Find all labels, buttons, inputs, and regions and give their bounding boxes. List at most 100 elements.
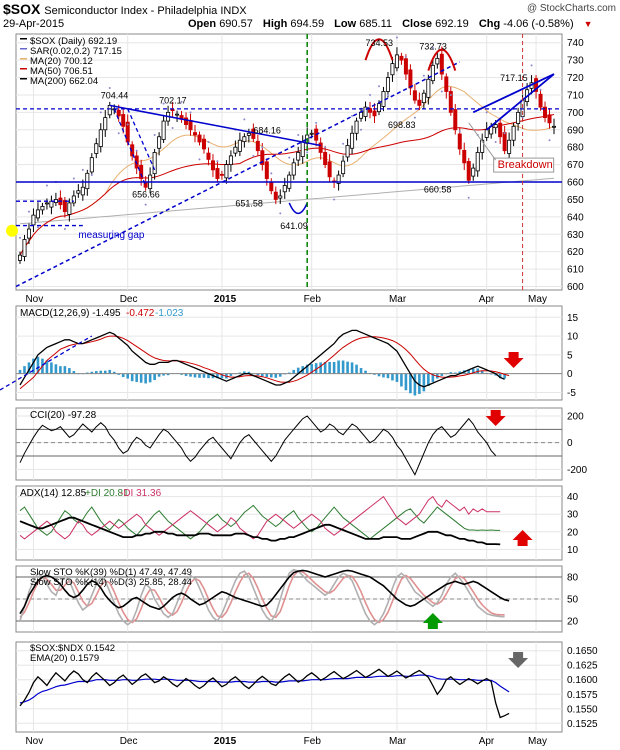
adx-y-tick-label: 40 bbox=[567, 492, 579, 503]
price-y-tick-label: 710 bbox=[567, 90, 584, 101]
price-candle-body bbox=[291, 162, 296, 176]
macd-histogram-bar bbox=[103, 370, 107, 374]
price-candle-body bbox=[17, 254, 22, 261]
price-candle-body bbox=[228, 155, 233, 166]
price-annotation-label: 651.58 bbox=[235, 198, 263, 208]
price-sar-dot bbox=[45, 184, 48, 187]
high-label: High bbox=[262, 18, 288, 30]
price-candle-body bbox=[453, 109, 458, 131]
macd-histogram-bar bbox=[153, 373, 156, 381]
ratio-line bbox=[19, 668, 510, 719]
price-candle-body bbox=[354, 120, 359, 134]
price-y-tick-label: 660 bbox=[567, 178, 584, 189]
price-sar-dot bbox=[36, 226, 39, 229]
price-sar-dot bbox=[467, 196, 470, 199]
price-candle-body bbox=[139, 164, 144, 179]
macd-histogram-bar bbox=[440, 373, 444, 376]
price-y-tick-label: 690 bbox=[567, 125, 584, 136]
price-sar-dot bbox=[189, 111, 192, 114]
price-candle-body bbox=[471, 167, 476, 177]
price-sar-dot bbox=[458, 130, 461, 133]
macd-histogram-bar bbox=[99, 370, 103, 374]
price-sar-dot bbox=[440, 90, 443, 93]
macd-histogram-bar bbox=[346, 361, 349, 374]
chg-value: -4.06 (-0.58%) bbox=[503, 18, 574, 30]
price-candle-body bbox=[260, 150, 265, 166]
ratio-x-tick-label: 2015 bbox=[214, 736, 237, 747]
plus-di-line bbox=[19, 504, 501, 540]
price-candle-body bbox=[184, 117, 189, 125]
ratio-legend-label: EMA(20) 0.1579 bbox=[30, 653, 99, 664]
price-x-tick-label: Apr bbox=[479, 294, 495, 305]
double-bottom-arc bbox=[288, 202, 308, 215]
macd-histogram-bar bbox=[180, 373, 183, 375]
price-candle-body bbox=[363, 106, 368, 117]
price-sar-dot bbox=[108, 86, 111, 89]
macd-histogram-bar bbox=[50, 362, 53, 374]
close-label: Close bbox=[402, 18, 433, 30]
breakdown-callout-pointer bbox=[468, 122, 497, 161]
macd-histogram-bar bbox=[400, 373, 403, 387]
macd-histogram-bar bbox=[220, 373, 224, 379]
adx-legend-label: ADX(14) 12.85 bbox=[20, 488, 87, 499]
price-sar-dot bbox=[171, 127, 174, 130]
price-sar-dot bbox=[207, 140, 210, 143]
price-candle-body bbox=[219, 173, 224, 176]
macd-histogram-bar bbox=[148, 373, 152, 383]
watermark: @ StockCharts.com bbox=[526, 3, 616, 14]
price-candle-body bbox=[390, 63, 395, 76]
price-sar-dot bbox=[315, 121, 318, 124]
price-candle-body bbox=[430, 64, 435, 82]
quote-date: 29-Apr-2015 bbox=[3, 18, 65, 30]
price-legend-label: MA(20) 700.12 bbox=[30, 56, 93, 67]
open-value: 690.57 bbox=[219, 18, 253, 30]
chart-title: $SOX Semiconductor Index - Philadelphia … bbox=[3, 1, 247, 17]
macd-histogram-bar bbox=[59, 366, 62, 374]
macd-histogram-bar bbox=[503, 373, 506, 379]
adx-y-tick-label: 20 bbox=[567, 527, 579, 538]
macd-histogram-bar bbox=[117, 373, 121, 375]
adx-line bbox=[19, 516, 501, 546]
price-candle-body bbox=[493, 124, 498, 129]
stoch-k39-line bbox=[19, 569, 510, 615]
price-candle-body bbox=[534, 78, 539, 92]
price-x-tick-label: 2015 bbox=[214, 294, 237, 305]
price-candle-body bbox=[368, 108, 373, 113]
macd-histogram-bar bbox=[292, 369, 296, 374]
price-legend-swatch bbox=[20, 48, 27, 50]
chart-header: $SOX Semiconductor Index - Philadelphia … bbox=[0, 0, 620, 32]
price-candle-body bbox=[359, 111, 364, 119]
price-sar-dot bbox=[324, 146, 327, 149]
macd-histogram-bar bbox=[391, 373, 394, 381]
price-sar-dot bbox=[297, 134, 300, 137]
breakdown-callout-label: Breakdown bbox=[498, 159, 553, 171]
macd-histogram-bar bbox=[72, 371, 76, 374]
price-candle-body bbox=[484, 129, 489, 138]
cci-y-tick-label: -200 bbox=[567, 465, 587, 476]
price-candle-body bbox=[421, 92, 426, 104]
ratio-legend-label: $SOX:$NDX 0.1542 bbox=[30, 643, 115, 654]
price-sar-dot bbox=[342, 142, 345, 145]
price-candle-body bbox=[426, 78, 431, 98]
low-label: Low bbox=[334, 18, 357, 30]
price-candle-body bbox=[22, 239, 27, 257]
macd-histogram-bar bbox=[278, 373, 282, 377]
price-candle-body bbox=[372, 110, 377, 117]
downtrend-line bbox=[109, 104, 321, 147]
open-label: Open bbox=[188, 18, 217, 30]
price-candle-body bbox=[516, 111, 521, 124]
price-candle-body bbox=[233, 146, 238, 154]
price-candle-body bbox=[345, 145, 350, 158]
macd-histogram-bar bbox=[328, 362, 331, 374]
macd-histogram-bar bbox=[341, 360, 345, 374]
price-candle-body bbox=[502, 132, 507, 152]
price-y-tick-label: 720 bbox=[567, 73, 584, 84]
macd-y-tick-label: 15 bbox=[567, 313, 579, 324]
price-sar-dot bbox=[539, 88, 542, 91]
price-candle-body bbox=[412, 90, 417, 101]
price-sar-dot bbox=[99, 111, 102, 114]
price-sar-dot bbox=[180, 100, 183, 103]
macd-histogram-bar bbox=[216, 373, 219, 379]
price-sar-dot bbox=[503, 132, 506, 135]
stoch-legend-label: Slow STO %K(39) %D(1) 47.49, 47.49 bbox=[30, 567, 192, 578]
